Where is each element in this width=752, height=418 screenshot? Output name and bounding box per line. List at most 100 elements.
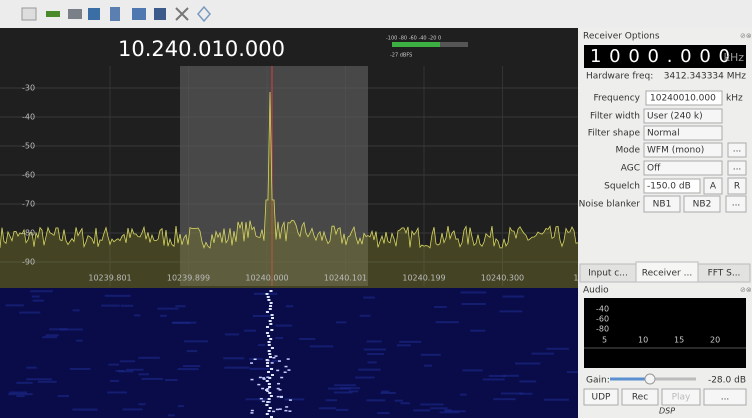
audio-x-label: 20 [710, 336, 720, 345]
noise-blanker-label: Noise blanker [579, 200, 641, 210]
waterfall-signal [268, 350, 271, 352]
waterfall-speck [461, 291, 487, 293]
waterfall-speck [73, 309, 80, 311]
waterfall-speck [367, 353, 384, 355]
meter-scale: -100 -80 -60 -40 -20 0 [386, 36, 441, 42]
mode-value[interactable]: WFM (mono) [647, 146, 704, 156]
x-axis-label: 10240.300 [481, 274, 524, 283]
waterfall-signal [269, 323, 272, 325]
waterfall-speck [399, 341, 421, 343]
audio-y-label: -40 [596, 305, 609, 314]
waterfall-speck [76, 340, 82, 342]
waterfall-speck [272, 357, 275, 359]
waterfall-speck [360, 315, 371, 317]
nb-options-text[interactable]: ... [732, 199, 741, 209]
waterfall-speck [280, 397, 283, 399]
waterfall-speck [493, 398, 515, 400]
waterfall-speck [107, 391, 127, 393]
x-axis-label: 10240.199 [402, 274, 445, 283]
audio-button-text[interactable]: Play [672, 393, 691, 403]
waterfall-signal [270, 395, 273, 397]
waterfall-signal [268, 410, 271, 412]
panel-controls[interactable]: ⊘⊗ [740, 32, 752, 40]
audio-button-text[interactable]: Rec [632, 393, 648, 403]
waterfall-speck [244, 330, 256, 332]
nb2-text[interactable]: NB2 [693, 200, 712, 210]
squelch-auto-text[interactable]: A [710, 182, 717, 192]
waterfall-signal [266, 413, 269, 415]
mode-options-text[interactable]: ... [733, 145, 742, 155]
gain-value: -28.0 dB [708, 376, 746, 386]
filter-width-value[interactable]: User (240 k) [647, 112, 703, 122]
audio-button-text[interactable]: ... [721, 393, 730, 403]
audio-y-label: -80 [596, 325, 609, 334]
waterfall-signal [268, 383, 271, 385]
waterfall-speck [355, 377, 375, 379]
tab-label[interactable]: Receiver ... [642, 269, 692, 279]
waterfall-speck [123, 408, 143, 410]
app-window: 10.240.010.000 -100 -80 -60 -40 -20 0 -2… [0, 0, 752, 418]
waterfall-speck [257, 384, 260, 386]
y-axis-label: -30 [22, 84, 35, 93]
waterfall-speck [33, 300, 44, 302]
waterfall-speck [358, 369, 380, 371]
frequency-display[interactable]: 10.240.010.000 [118, 37, 285, 61]
waterfall-speck [172, 322, 190, 324]
waterfall-speck [187, 350, 198, 352]
waterfall-speck [168, 414, 175, 416]
waterfall-speck [266, 391, 269, 393]
squelch-value[interactable]: -150.0 dB [647, 182, 691, 192]
waterfall-signal [266, 293, 269, 295]
waterfall-speck [287, 369, 290, 371]
waterfall-speck [413, 409, 430, 411]
audio-title: Audio [583, 286, 609, 296]
waterfall-speck [440, 411, 460, 413]
waterfall-speck [276, 409, 279, 411]
filter-width-label: Filter width [590, 112, 640, 122]
panel-title: Receiver Options [583, 32, 660, 42]
waterfall-signal [268, 398, 271, 400]
waterfall-speck [253, 315, 271, 317]
y-axis-label: -80 [22, 229, 35, 238]
squelch-reset-text[interactable]: R [734, 182, 740, 192]
waterfall-speck [250, 362, 253, 364]
waterfall-speck [138, 403, 145, 405]
waterfall-speck [483, 378, 505, 380]
waterfall-speck [289, 399, 292, 401]
waterfall-speck [46, 334, 59, 336]
waterfall-speck [515, 362, 540, 364]
audio-controls[interactable]: ⊘⊗ [740, 286, 752, 294]
agc-value[interactable]: Off [647, 164, 661, 174]
waterfall-speck [138, 357, 160, 359]
waterfall-speck [531, 353, 553, 355]
tab-label[interactable]: FFT S... [708, 269, 741, 279]
filter-shape-value[interactable]: Normal [647, 129, 680, 139]
waterfall-speck [72, 409, 97, 411]
waterfall-signal [268, 353, 271, 355]
nb1-text[interactable]: NB1 [653, 200, 672, 210]
agc-options-text[interactable]: ... [733, 163, 742, 173]
mode-label: Mode [615, 146, 640, 156]
tab-label[interactable]: Input c... [588, 269, 628, 279]
waterfall-signal [265, 404, 268, 406]
waterfall-speck [38, 381, 57, 383]
waterfall-speck [32, 296, 40, 298]
waterfall-speck [160, 315, 167, 317]
waterfall-speck [110, 380, 119, 382]
waterfall-speck [544, 399, 569, 401]
lcd-digits[interactable]: 1 0 0 0 . 0 0 0 [590, 46, 731, 67]
audio-button-text[interactable]: UDP [592, 393, 612, 403]
squelch-label: Squelch [604, 182, 640, 192]
waterfall-speck [254, 359, 257, 361]
waterfall-signal [269, 290, 272, 292]
waterfall-speck [157, 308, 178, 310]
waterfall-signal [267, 296, 270, 298]
waterfall-speck [250, 368, 274, 370]
waterfall-signal [269, 308, 272, 310]
waterfall-speck [120, 360, 135, 362]
waterfall-speck [363, 297, 375, 299]
waterfall-speck [381, 392, 396, 394]
gain-handle[interactable] [645, 374, 655, 384]
waterfall-speck [326, 399, 337, 401]
frequency-value[interactable]: 10240010.000 [650, 94, 716, 104]
